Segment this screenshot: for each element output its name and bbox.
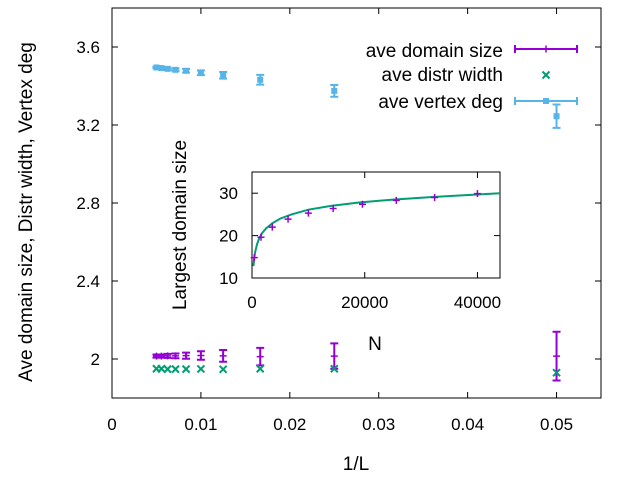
inset-domain-point [304,209,312,217]
legend-sample-vertex [514,97,578,105]
main-y-tick-label: 2 [91,350,100,369]
distr-point [218,365,228,374]
vertex-point [164,65,171,72]
distr-point [552,368,561,377]
inset-domain-point [329,204,337,212]
vertex-point [158,65,165,72]
inset-domain-point [268,223,276,231]
main-y-tick-label: 3.2 [76,116,100,135]
main-y-tick-label: 3.6 [76,38,100,57]
inset-axis-ticks: 0 20000 40000 10 20 30 [219,172,501,312]
inset-y-tick-label: 20 [219,227,238,246]
distr-point [163,364,172,374]
distr-point [181,364,191,374]
legend-vertex-marker [543,98,549,104]
inset-domain-point [284,215,292,223]
legend-sample-distr [541,70,551,80]
inset-y-tick-label: 30 [219,184,238,203]
vertex-point [257,76,264,83]
inset-domain-point [257,233,265,241]
main-y-tick-label: 2.8 [76,194,100,213]
main-x-axis-label: 1/L [343,454,369,475]
distr-point [196,364,206,374]
distr-point [256,364,265,373]
inset-x-tick-label: 40000 [454,293,501,312]
main-x-tick-label: 0.01 [184,415,217,434]
main-x-tick-label: 0.02 [273,415,306,434]
domain-point [330,352,338,360]
main-x-tick-label: 0 [107,415,116,434]
distr-point [171,364,180,374]
distr-point [330,364,339,373]
vertex-point [183,67,190,74]
legend-sample-domain [514,45,578,53]
domain-point [157,352,165,360]
domain-point [197,351,205,359]
legend-label-vertex: ave vertex deg [378,92,503,113]
inset-x-tick-label: 0 [247,293,256,312]
legend-label-distr: ave distr width [382,65,503,86]
inset-x-tick-label: 20000 [341,293,388,312]
main-x-tick-label: 0.04 [451,415,484,434]
inset-y-tick-label: 10 [219,269,238,288]
domain-point [553,352,561,360]
domain-point [171,352,179,360]
main-y-axis-label: Ave domain size, Distr width, Vertex deg [16,42,37,382]
main-data-layer [152,64,561,382]
vertex-point [220,72,227,79]
inset-plot-frame [251,171,501,279]
inset-data-layer [250,190,500,267]
vertex-point [553,113,560,120]
main-x-tick-label: 0.03 [362,415,395,434]
legend: ave domain size ave distr width ave vert… [366,41,578,113]
inset-domain-point [250,254,258,262]
domain-point [256,353,264,361]
inset-y-axis-label: Largest domain size [170,140,191,310]
inset-domain-point [358,200,366,208]
inset-x-axis-label: N [368,334,382,355]
legend-distr-marker [541,70,551,80]
legend-domain-marker [542,45,550,53]
domain-point [219,352,227,360]
main-y-tick-label: 2.4 [76,272,100,291]
legend-label-domain: ave domain size [366,41,503,62]
inset-domain-point [431,193,439,201]
domain-point [182,352,190,360]
inset-domain-point [392,196,400,204]
vertex-point [172,66,179,73]
main-x-tick-label: 0.05 [540,415,573,434]
vertex-point [153,64,160,71]
inset-fit-curve [252,192,500,267]
vertex-point [197,69,204,76]
inset-domain-point [473,190,481,198]
vertex-point [331,87,338,94]
domain-point [164,352,172,360]
main-axis-ticks: 0 0.01 0.02 0.03 0.04 0.05 2 2.4 2.8 3.2 3.6 [76,8,601,434]
